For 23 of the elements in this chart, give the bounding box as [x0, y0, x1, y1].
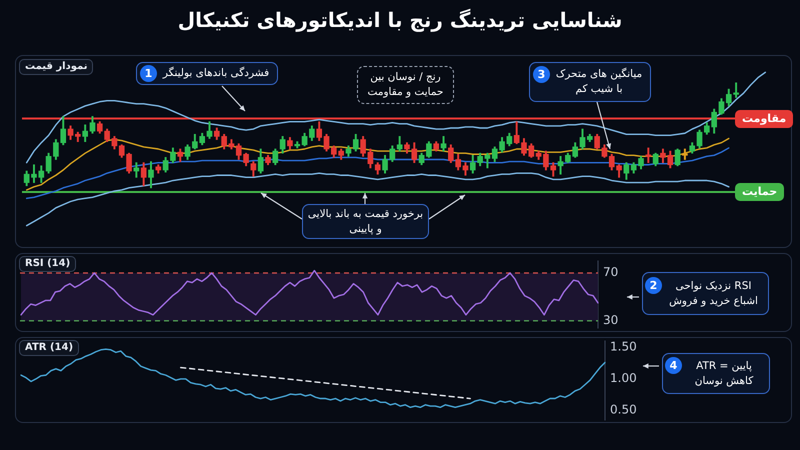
chart-subtitle: نمودار قیمت: [19, 59, 94, 75]
text: پایین = ATR کاهش نوسان: [694, 358, 754, 388]
chart-title: شناسایی تریدینگ رنج با اندیکاتورهای تکنیکال: [176, 7, 624, 34]
text: 1: [140, 65, 157, 82]
chart-title: ATR (14): [19, 340, 80, 356]
y-tick-label: 0.50: [610, 402, 637, 417]
y-tick-label: 30: [603, 312, 618, 327]
candlestick: [645, 148, 652, 163]
text: برخورد قیمت به باند بالایی و پایینی: [307, 206, 424, 236]
y-tick-label: 70: [603, 265, 618, 280]
text: 3: [533, 66, 550, 82]
annotation: رنج / نوسان بین حمایت و مقاومت: [366, 70, 444, 100]
text: 4: [665, 356, 682, 374]
ref-line-label: مقاومت: [735, 110, 794, 128]
ref-line-label: حمایت: [735, 183, 784, 202]
annotation: میانگین های متحرک با شیب کم: [554, 67, 644, 97]
y-tick-label: 1.50: [610, 339, 637, 354]
y-tick-label: 1.00: [610, 371, 637, 386]
chart-title: RSI (14): [19, 256, 76, 272]
text: 2: [645, 276, 662, 294]
text: فشردگی باندهای بولینگر: [162, 66, 270, 81]
text: RSI نزدیک نواحی اشباع خرید و فروش: [668, 278, 759, 308]
candlestick: [733, 82, 739, 98]
